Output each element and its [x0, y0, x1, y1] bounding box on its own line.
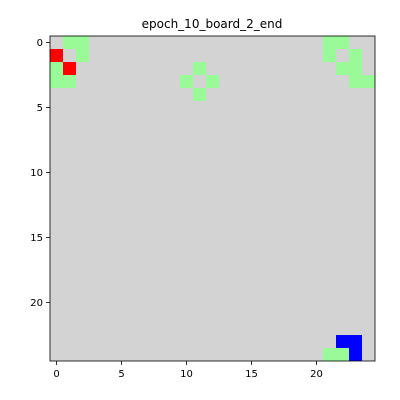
board-cell-green: [349, 75, 362, 88]
x-tick-label: 15: [245, 369, 258, 380]
y-tick-label: 5: [37, 103, 43, 114]
board-cell-green: [180, 75, 193, 88]
board-cell-green: [362, 75, 375, 88]
board-cell-green: [50, 62, 63, 75]
board-cell-green: [63, 75, 76, 88]
board-grid: [50, 36, 375, 361]
board-cell-green: [336, 62, 349, 75]
board-title: epoch_10_board_2_end: [142, 17, 283, 31]
board-cell-red: [50, 49, 63, 62]
board-cell-green: [76, 36, 89, 49]
board-cell-green: [193, 88, 206, 101]
x-tick-label: 0: [53, 369, 59, 380]
board-cell-green: [323, 49, 336, 62]
board-cell-red: [63, 62, 76, 75]
x-axis: 0 5 10 15 20: [53, 361, 323, 380]
board-cell-green: [323, 348, 336, 361]
board-cell-green: [206, 75, 219, 88]
board-cell-green: [193, 62, 206, 75]
y-tick-label: 0: [37, 38, 43, 49]
x-tick-label: 20: [310, 369, 323, 380]
x-tick-label: 10: [180, 369, 193, 380]
board-cell-green: [349, 49, 362, 62]
board-cell-green: [336, 348, 349, 361]
board-cell-green: [50, 75, 63, 88]
y-tick-label: 10: [30, 168, 43, 179]
board-cell-green: [336, 36, 349, 49]
board-cell-blue: [349, 348, 362, 361]
x-tick-label: 5: [118, 369, 124, 380]
board-cell-green: [349, 62, 362, 75]
y-axis: 0 5 10 15 20: [30, 38, 50, 309]
board-cell-blue: [349, 335, 362, 348]
y-tick-label: 15: [30, 233, 43, 244]
board-cell-green: [63, 36, 76, 49]
board-cell-blue: [336, 335, 349, 348]
board-cell-green: [323, 36, 336, 49]
y-tick-label: 20: [30, 298, 43, 309]
board-cell-green: [76, 49, 89, 62]
